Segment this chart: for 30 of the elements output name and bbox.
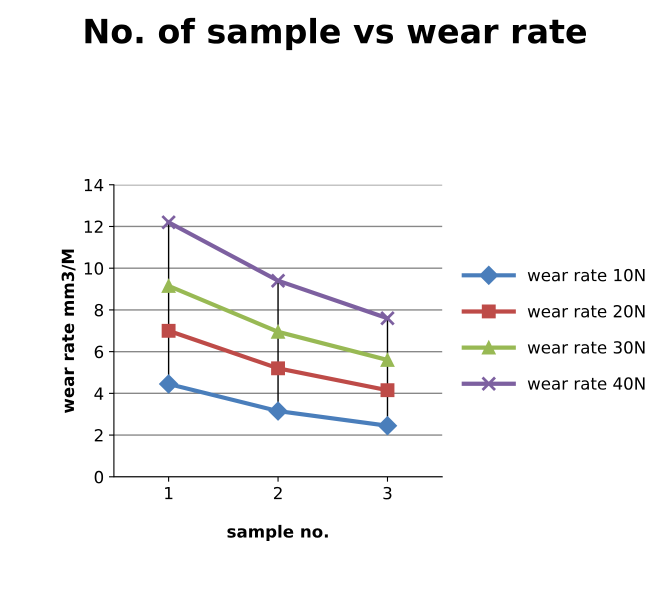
point	[380, 353, 394, 367]
x-tick-label: 2	[274, 486, 282, 500]
y-tick-label: 8	[94, 304, 104, 316]
legend-label: wear rate 10N	[528, 268, 645, 282]
point	[271, 361, 285, 376]
legend-label: wear rate 40N	[528, 377, 645, 390]
point	[270, 273, 286, 288]
chart-title: No. of sample vs wear rate	[85, 18, 586, 50]
y-axis-title: wear rate mm3/M	[62, 250, 76, 413]
point	[268, 402, 288, 421]
x-axis-title: sample no.	[227, 524, 328, 542]
y-tick-label: 10	[84, 262, 104, 275]
x-tick-label: 3	[383, 486, 392, 500]
point	[380, 310, 396, 326]
point	[378, 416, 398, 436]
y-tick-label: 14	[84, 178, 104, 192]
point	[162, 324, 176, 338]
point	[380, 383, 394, 398]
legend-label: wear rate 20N	[528, 304, 645, 318]
legend-label: wear rate 30N	[528, 341, 645, 354]
y-tick-label: 0	[94, 470, 104, 484]
y-tick-label: 6	[94, 346, 104, 358]
point	[162, 278, 176, 293]
x-tick-label: 1	[165, 487, 172, 500]
y-tick-label: 2	[94, 429, 103, 442]
y-tick-label: 12	[84, 220, 103, 233]
point	[271, 324, 285, 339]
point	[159, 374, 178, 394]
point	[160, 214, 176, 230]
y-tick-label: 4	[94, 388, 104, 400]
